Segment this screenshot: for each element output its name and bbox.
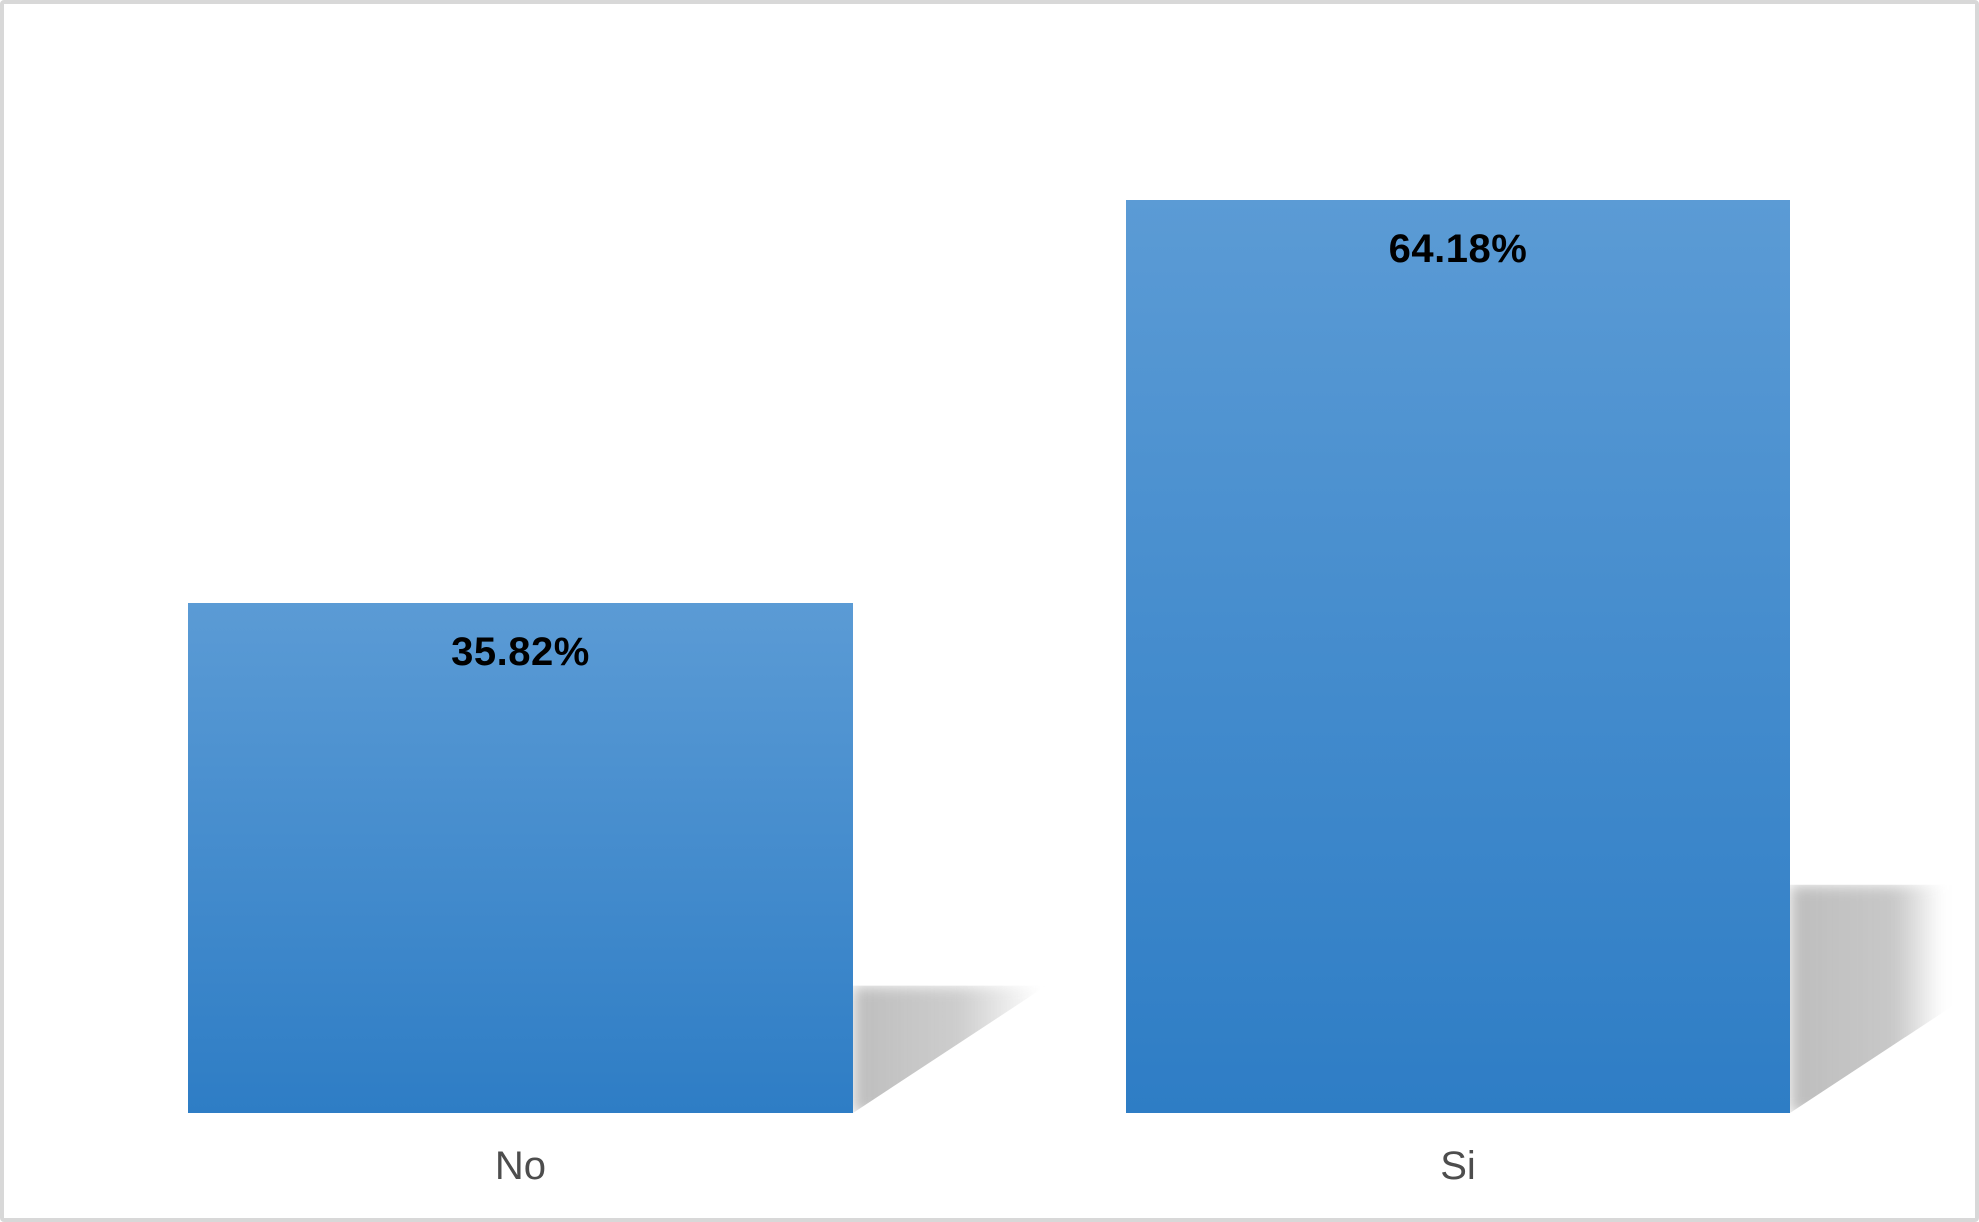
bar-shadow-si <box>1790 884 1975 1113</box>
bar-shadow-no <box>853 985 1047 1113</box>
data-label-no: 35.82% <box>451 630 590 675</box>
category-label-no: No <box>494 1144 547 1188</box>
category-label-si: Si <box>1440 1144 1476 1188</box>
plot-area: 35.82% 64.18% No Si <box>4 4 1975 1218</box>
bar-si: 64.18% <box>1126 199 1790 1113</box>
bar-no: 35.82% <box>188 603 853 1113</box>
data-label-si: 64.18% <box>1388 226 1528 271</box>
